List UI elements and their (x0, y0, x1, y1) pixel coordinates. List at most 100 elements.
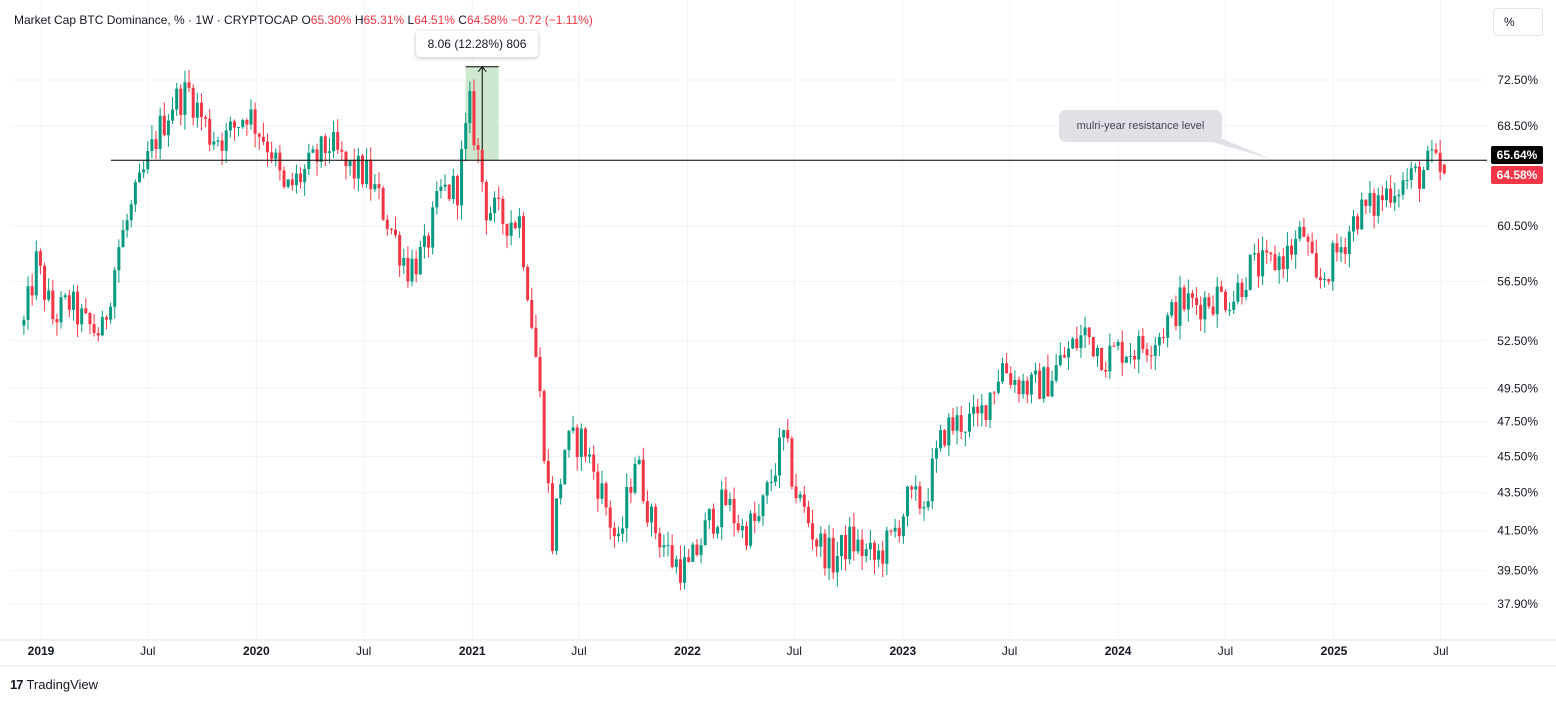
candle-body (1174, 302, 1178, 326)
candle-body (583, 428, 587, 457)
candle-body (472, 90, 476, 146)
candle-body (1236, 282, 1240, 302)
legend-close-value: 64.58% (466, 13, 508, 27)
x-tick-label: Jul (787, 644, 802, 658)
candle-body (1149, 355, 1153, 357)
candle-body (1302, 227, 1306, 237)
candle-body (943, 430, 947, 446)
candle-body (1331, 243, 1335, 282)
x-tick-label: Jul (1433, 644, 1448, 658)
measure-arrow-head (477, 65, 487, 73)
candle-body (150, 139, 154, 152)
candle-body (274, 152, 278, 159)
candle-body (1261, 250, 1265, 277)
candle-body (1389, 188, 1393, 203)
candle-body (245, 120, 249, 125)
candle-body (778, 437, 782, 476)
candle-body (1141, 336, 1145, 350)
candle-body (1170, 302, 1174, 316)
candle-body (332, 132, 336, 152)
candle-body (1339, 247, 1343, 253)
legend-low-label: L (407, 13, 415, 27)
candle-body (794, 486, 798, 499)
candle-body (819, 533, 823, 547)
candle-body (464, 123, 468, 150)
candle-body (183, 82, 187, 115)
candle-body (154, 139, 158, 150)
candle-body (629, 486, 633, 493)
candle-body (208, 118, 212, 145)
candle-body (1232, 301, 1236, 310)
candle-body (422, 235, 426, 247)
candle-body (604, 483, 608, 508)
candle-body (571, 427, 575, 431)
x-tick-label: 2022 (674, 644, 701, 658)
candle-body (1240, 282, 1244, 298)
tradingview-brand[interactable]: 17 TradingView (10, 677, 98, 692)
candle-body (1029, 374, 1033, 395)
candle-body (117, 247, 121, 271)
candle-body (327, 151, 331, 154)
candle-body (505, 223, 509, 236)
candle-body (43, 265, 47, 300)
y-tick-label: 49.50% (1497, 381, 1538, 395)
candle-body (559, 484, 563, 499)
candle-body (1281, 256, 1285, 270)
candle-body (773, 475, 777, 482)
x-tick-label: 2025 (1321, 644, 1348, 658)
candle-body (1244, 289, 1248, 298)
candle-body (877, 550, 881, 560)
candle-body (455, 175, 459, 206)
candle-body (88, 313, 92, 325)
candle-body (348, 160, 352, 167)
candle-body (427, 235, 431, 248)
candle-body (930, 458, 934, 502)
candle-body (1124, 356, 1128, 363)
x-tick-label: Jul (356, 644, 371, 658)
candle-body (34, 251, 38, 296)
candle-body (592, 454, 596, 472)
candle-body (848, 526, 852, 560)
x-tick-label: 2021 (459, 644, 486, 658)
candle-body (1116, 341, 1120, 346)
candle-body (480, 149, 484, 183)
candle-body (1413, 166, 1417, 169)
candle-body (55, 319, 59, 323)
candle-body (947, 417, 951, 446)
candle-body (542, 391, 546, 462)
candle-body (860, 539, 864, 557)
candle-body (1046, 367, 1050, 397)
candle-body (1000, 363, 1004, 382)
candle-body (360, 155, 364, 185)
candle-body (1013, 380, 1017, 385)
candle-body (1195, 297, 1199, 305)
candle-body (914, 486, 918, 490)
legend-low-value: 64.51% (414, 13, 455, 27)
y-tick-label: 68.50% (1497, 119, 1538, 133)
legend-title: Market Cap BTC Dominance, % · 1W · CRYPT… (14, 13, 299, 27)
candle-body (976, 406, 980, 414)
candle-body (996, 381, 1000, 393)
candle-body (30, 286, 34, 296)
candle-body (1310, 241, 1314, 254)
candle-body (270, 152, 274, 159)
resistance-annotation[interactable]: mulri-year resistance level (1059, 110, 1222, 142)
candle-body (769, 481, 773, 483)
candle-body (1323, 279, 1327, 281)
candle-body (955, 415, 959, 431)
candle-body (1269, 252, 1273, 255)
candle-body (497, 197, 501, 199)
y-tick-label: 52.50% (1497, 334, 1538, 348)
y-tick-label: 47.50% (1497, 415, 1538, 429)
candle-body (1162, 337, 1166, 339)
candle-body (897, 527, 901, 537)
candle-body (567, 430, 571, 451)
candle-body (827, 537, 831, 569)
candle-body (695, 544, 699, 555)
y-tick-label: 41.50% (1497, 524, 1538, 538)
candle-body (922, 507, 926, 509)
candle-body (889, 530, 893, 532)
percent-scale-button[interactable]: % (1493, 8, 1543, 36)
candle-body (228, 121, 232, 131)
